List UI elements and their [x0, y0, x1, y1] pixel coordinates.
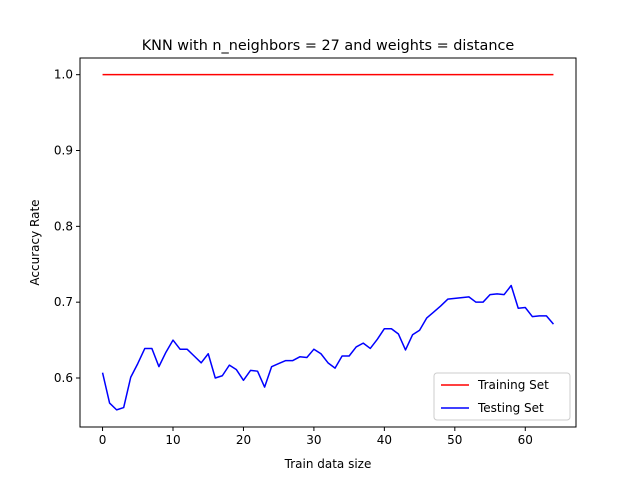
x-axis-label: Train data size [284, 457, 372, 471]
y-tick-label: 0.6 [54, 371, 73, 385]
y-axis-ticks: 0.6 0.7 0.8 0.9 1.0 [54, 68, 80, 385]
x-tick-label: 60 [518, 433, 533, 447]
series-line-1 [101, 284, 555, 411]
legend-label: Training Set [477, 378, 549, 392]
plot-frame [79, 57, 577, 428]
x-axis-ticks: 0 10 20 30 40 50 60 [99, 427, 533, 447]
chart-title: KNN with n_neighbors = 27 and weights = … [142, 38, 515, 54]
x-tick-label: 10 [165, 433, 180, 447]
y-tick-label: 0.9 [54, 144, 73, 158]
plot-lines [101, 73, 555, 411]
y-tick-label: 0.8 [54, 219, 73, 233]
y-tick-label: 0.7 [54, 295, 73, 309]
y-tick-label: 1.0 [54, 68, 73, 82]
y-axis-label: Accuracy Rate [28, 199, 42, 285]
x-tick-label: 30 [306, 433, 321, 447]
x-tick-label: 40 [377, 433, 392, 447]
x-tick-label: 20 [236, 433, 251, 447]
legend-label: Testing Set [477, 401, 544, 415]
x-tick-label: 0 [99, 433, 107, 447]
legend: Training Set Testing Set [433, 372, 571, 421]
x-tick-label: 50 [447, 433, 462, 447]
